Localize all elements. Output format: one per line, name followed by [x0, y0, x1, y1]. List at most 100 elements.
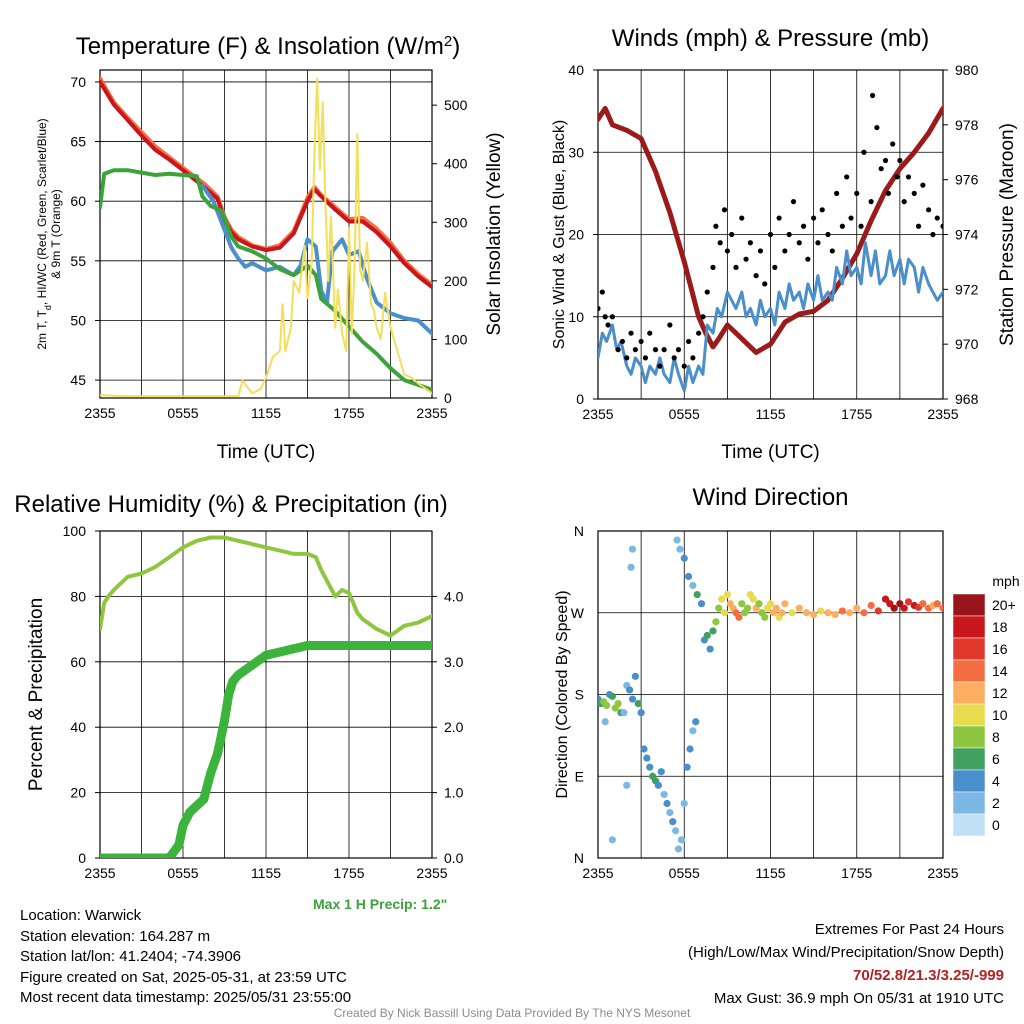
gust-point: [729, 231, 735, 238]
colorbar-swatch: [952, 637, 986, 661]
direction-point: [697, 600, 706, 608]
precip-point: [123, 853, 133, 858]
y-tick-label: S: [575, 687, 584, 703]
direction-point: [738, 600, 746, 608]
gust-point: [599, 289, 605, 295]
direction-point: [660, 790, 668, 799]
direction-point: [749, 595, 757, 603]
gust-point: [624, 355, 630, 361]
station-location: Location: Warwick: [20, 907, 142, 924]
gust-point: [757, 248, 764, 254]
y-axis-label: Percent & Precipitation: [26, 598, 47, 791]
direction-point: [867, 601, 875, 610]
gust-point: [652, 347, 659, 353]
station-latlon: Station lat/lon: 41.2404; -74.3906: [20, 948, 242, 965]
colorbar-swatch: [952, 769, 986, 793]
x-tick-label: 2355: [416, 865, 447, 881]
gust-point: [811, 215, 817, 221]
direction-point: [831, 610, 839, 619]
y-axis-label-sub: d: [43, 305, 53, 310]
direction-point: [933, 600, 941, 608]
direction-point: [781, 600, 789, 608]
precip-point: [164, 853, 174, 858]
direction-point: [680, 554, 688, 562]
y-tick-label: 50: [70, 312, 86, 328]
colorbar-label: 4: [992, 773, 1000, 789]
y-tick-label: N: [574, 523, 584, 539]
x-tick-label: 2355: [927, 406, 958, 422]
gust-point: [685, 338, 692, 345]
direction-point: [623, 781, 631, 789]
y2-tick-label: 974: [955, 227, 979, 243]
y-tick-label: E: [575, 768, 584, 784]
direction-point: [626, 686, 634, 694]
gust-point: [926, 207, 932, 213]
plot-area-dir: [598, 536, 943, 853]
x-axis-label: Time (UTC): [721, 442, 820, 463]
direction-point: [634, 699, 642, 708]
direction-point: [712, 618, 720, 626]
direction-point: [810, 610, 818, 619]
precip-point: [386, 640, 395, 650]
x-tick-label: 0555: [669, 865, 700, 881]
y-tick-label: N: [574, 850, 584, 866]
gust-point: [882, 157, 889, 164]
y2-tick-label: 4.0: [444, 588, 464, 604]
chart-title-wind: Winds (mph) & Pressure (mb): [612, 25, 929, 52]
colorbar-swatch: [952, 725, 986, 749]
precip-point: [247, 660, 257, 670]
direction-point: [646, 763, 654, 771]
precip-point: [137, 853, 146, 858]
gust-point: [848, 215, 854, 221]
direction-point: [674, 845, 683, 853]
direction-point: [735, 613, 743, 621]
y2-tick-label: 1.0: [444, 785, 464, 801]
gust-point: [934, 215, 940, 221]
precip-point: [192, 801, 202, 811]
gust-point: [786, 231, 792, 238]
y2-tick-label: 978: [955, 117, 979, 133]
plot-area-wind: [598, 92, 943, 393]
gust-point: [905, 174, 912, 180]
precip-point: [100, 853, 105, 858]
colorbar-swatch: [952, 593, 986, 617]
y-tick-label: 65: [70, 134, 86, 150]
y-tick-label: 20: [70, 785, 86, 801]
gust-point: [839, 223, 845, 229]
y-tick-label: 40: [70, 719, 86, 735]
direction-point: [755, 600, 763, 608]
gust-point: [721, 207, 728, 213]
gust-point: [647, 330, 653, 336]
y-axis-label-part: 2m T, T: [35, 309, 49, 349]
y2-tick-label: 500: [444, 97, 468, 113]
chart-title-dir: Wind Direction: [692, 484, 848, 511]
x-tick-label: 1155: [755, 865, 785, 881]
series-2m-td: [100, 168, 432, 392]
y-tick-label: 80: [70, 588, 86, 604]
gust-point: [854, 190, 860, 196]
x-tick-label: 1155: [251, 405, 281, 421]
gust-point: [710, 264, 716, 270]
direction-point: [689, 727, 697, 735]
precip-point: [220, 716, 229, 726]
chart-title-temp: Temperature (F) & Insolation (W/m2): [76, 33, 460, 61]
y-tick-label: 20: [568, 227, 584, 243]
chart-title-sup: 2: [444, 33, 452, 50]
direction-point: [676, 545, 684, 553]
x-tick-label: 2355: [84, 405, 115, 421]
gust-point: [868, 199, 874, 205]
station-info: Location: Warwick Station elevation: 164…: [20, 906, 351, 1009]
precip-point: [303, 640, 312, 650]
precip-point: [399, 640, 409, 650]
direction-point: [614, 699, 622, 708]
direction-point: [709, 627, 717, 635]
series-station-pressure: [598, 105, 943, 355]
gust-point: [632, 347, 638, 353]
max-precip-label: Max 1 H Precip: 1.2": [313, 896, 448, 912]
x-tick-label: 1755: [841, 406, 872, 422]
gust-point: [657, 363, 663, 369]
gust-point: [667, 322, 673, 328]
precip-point: [199, 794, 209, 804]
direction-point: [608, 692, 616, 700]
